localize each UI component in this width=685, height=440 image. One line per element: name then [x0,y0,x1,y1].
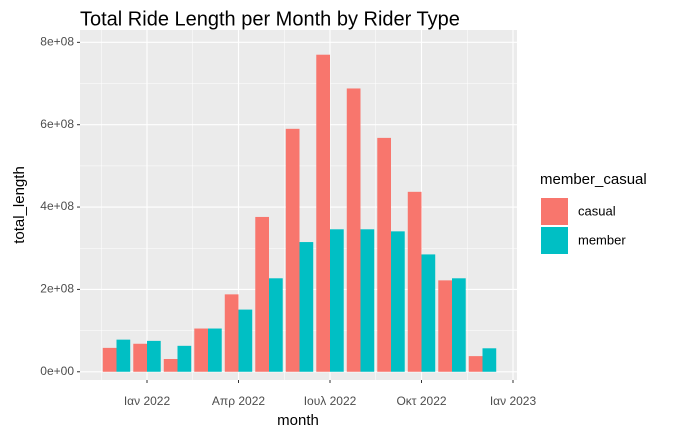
x-tick-label: Απρ 2022 [212,394,265,408]
bar [285,128,300,372]
bar [482,348,497,372]
legend-swatch [541,227,568,254]
bar [133,343,147,372]
bar [299,242,314,372]
bar [407,191,422,372]
bar [116,339,131,372]
x-tick-label: Ιαν 2023 [490,394,537,408]
bar [330,229,344,372]
bar [238,309,253,372]
bar [208,328,222,372]
x-tick-label: Ιουλ 2022 [304,394,357,408]
bar [438,280,452,372]
bar [269,278,283,372]
bar [147,340,161,372]
bar [377,137,391,372]
bar [360,229,375,372]
bar [102,347,117,372]
x-tick-label: Οκτ 2022 [396,394,446,408]
chart-title: Total Ride Length per Month by Rider Typ… [80,8,460,30]
bar [421,254,436,372]
y-tick-label: 6e+08 [40,117,74,131]
legend-label: member [578,232,626,247]
bar [316,54,330,372]
bar [163,359,178,372]
x-axis-label: month [277,412,319,429]
bar [468,356,483,372]
bar [194,328,208,372]
y-axis-label: total_length [11,166,28,244]
bar [255,216,269,372]
legend-title: member_casual [540,171,647,188]
y-tick-label: 2e+08 [40,282,74,296]
bar [224,294,239,372]
x-tick-label: Ιαν 2022 [124,394,171,408]
y-tick-label: 0e+00 [40,364,74,378]
y-tick-label: 8e+08 [40,35,74,49]
bar [452,278,466,372]
y-tick-label: 4e+08 [40,199,74,213]
legend-label: casual [578,203,616,218]
legend-swatch [541,198,568,225]
bar [177,345,192,372]
bar [391,231,405,372]
bar [346,88,361,372]
